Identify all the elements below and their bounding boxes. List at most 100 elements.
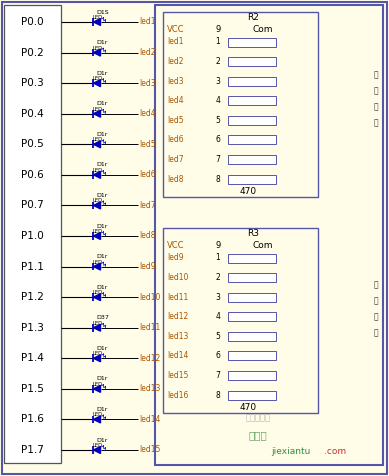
Text: LED: LED <box>93 351 103 356</box>
Polygon shape <box>93 79 100 87</box>
Text: LED: LED <box>93 198 103 203</box>
Text: led1: led1 <box>139 18 156 27</box>
Text: P1.7: P1.7 <box>21 445 44 455</box>
Text: 2: 2 <box>216 273 221 282</box>
Bar <box>228 96 276 105</box>
Text: D1r: D1r <box>96 437 107 443</box>
Text: D1r: D1r <box>96 254 107 259</box>
Bar <box>163 228 318 413</box>
Text: P0.2: P0.2 <box>21 48 44 58</box>
Text: led11: led11 <box>139 323 160 332</box>
Text: 6: 6 <box>216 351 221 360</box>
Polygon shape <box>93 324 100 331</box>
Text: 隔: 隔 <box>374 70 378 79</box>
Text: LED: LED <box>93 229 103 234</box>
Text: D1r: D1r <box>96 377 107 381</box>
Text: D1r: D1r <box>96 132 107 137</box>
Bar <box>228 371 276 380</box>
Bar <box>228 273 276 282</box>
Polygon shape <box>93 294 100 301</box>
Polygon shape <box>93 446 100 454</box>
Text: LED: LED <box>93 76 103 81</box>
Text: 2: 2 <box>216 57 221 66</box>
Text: led2: led2 <box>167 57 184 66</box>
Polygon shape <box>93 49 100 56</box>
Text: D1r: D1r <box>96 162 107 168</box>
Polygon shape <box>93 171 100 178</box>
Text: led4: led4 <box>167 96 184 105</box>
Text: led5: led5 <box>167 116 184 125</box>
Text: led15: led15 <box>139 446 160 455</box>
Bar <box>228 155 276 164</box>
Text: 接线图: 接线图 <box>249 430 267 440</box>
Text: led9: led9 <box>139 262 156 271</box>
Text: 动: 动 <box>374 328 378 337</box>
Bar <box>228 332 276 341</box>
Polygon shape <box>93 110 100 117</box>
Text: 9: 9 <box>216 26 221 34</box>
Text: led8: led8 <box>167 175 184 184</box>
Text: LED: LED <box>93 443 103 448</box>
Text: 驱: 驱 <box>374 102 378 111</box>
Text: P1.6: P1.6 <box>21 415 44 425</box>
Polygon shape <box>93 141 100 148</box>
Text: led3: led3 <box>167 77 184 86</box>
Text: LED: LED <box>93 168 103 173</box>
Bar <box>155 5 383 465</box>
Text: P1.4: P1.4 <box>21 353 44 363</box>
Text: D1r: D1r <box>96 193 107 198</box>
Text: led13: led13 <box>167 332 188 341</box>
Bar <box>228 390 276 399</box>
Bar <box>228 116 276 125</box>
Text: led4: led4 <box>139 109 156 118</box>
Text: LED: LED <box>93 107 103 112</box>
Text: R3: R3 <box>247 229 259 238</box>
Text: 6: 6 <box>216 135 221 144</box>
Polygon shape <box>93 416 100 423</box>
Text: VCC: VCC <box>167 241 184 250</box>
Text: D1S: D1S <box>96 10 109 14</box>
Bar <box>228 175 276 184</box>
Text: jiexiantu: jiexiantu <box>271 447 311 456</box>
Text: led10: led10 <box>139 293 160 302</box>
Text: 7: 7 <box>216 155 221 164</box>
Text: P0.5: P0.5 <box>21 139 44 149</box>
Text: D1r: D1r <box>96 407 107 412</box>
Text: 5: 5 <box>216 116 221 125</box>
Text: 9: 9 <box>216 241 221 250</box>
Bar <box>228 77 276 86</box>
Text: led7: led7 <box>139 201 156 210</box>
Text: 4: 4 <box>216 96 221 105</box>
Text: LED: LED <box>93 382 103 387</box>
Text: 7: 7 <box>216 371 221 380</box>
Text: led16: led16 <box>167 390 188 399</box>
Text: led3: led3 <box>139 79 156 88</box>
Text: LED: LED <box>93 15 103 20</box>
Text: 5: 5 <box>216 332 221 341</box>
Text: LED: LED <box>93 259 103 265</box>
Text: 电子发烧友: 电子发烧友 <box>245 414 270 423</box>
Polygon shape <box>93 202 100 209</box>
Polygon shape <box>93 263 100 270</box>
Text: led15: led15 <box>167 371 188 380</box>
Text: 隔: 隔 <box>374 280 378 289</box>
Text: P1.3: P1.3 <box>21 323 44 333</box>
Text: P1.1: P1.1 <box>21 262 44 272</box>
Text: LED: LED <box>93 137 103 142</box>
Text: D1r: D1r <box>96 40 107 45</box>
Bar <box>163 12 318 197</box>
Text: 1: 1 <box>216 38 221 47</box>
Text: R2: R2 <box>247 13 259 22</box>
Bar <box>228 57 276 66</box>
Text: led12: led12 <box>139 354 160 363</box>
Bar <box>228 293 276 302</box>
Polygon shape <box>93 386 100 392</box>
Text: 离: 离 <box>374 297 378 306</box>
Text: 1: 1 <box>216 254 221 262</box>
Text: LED: LED <box>93 290 103 295</box>
Polygon shape <box>93 232 100 239</box>
Text: P1.0: P1.0 <box>21 231 44 241</box>
Text: led6: led6 <box>139 170 156 179</box>
Text: P0.0: P0.0 <box>21 17 44 27</box>
Text: 驱: 驱 <box>374 313 378 321</box>
